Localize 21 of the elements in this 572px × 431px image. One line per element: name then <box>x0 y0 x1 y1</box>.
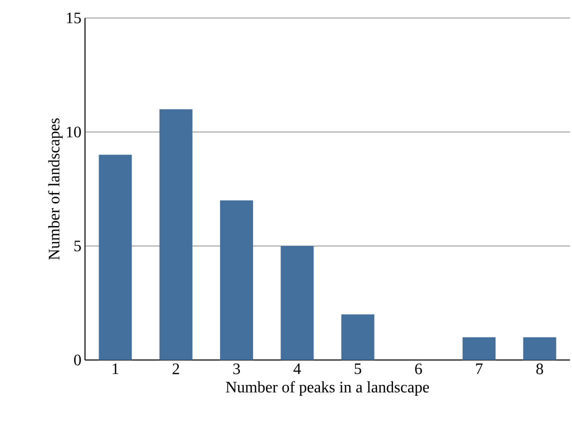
y-tick-label: 15 <box>66 12 81 24</box>
x-tick-label: 3 <box>233 364 240 374</box>
x-tick-label: 6 <box>415 364 422 374</box>
bar <box>341 314 374 360</box>
bar <box>280 246 314 360</box>
x-tick-label: 1 <box>112 364 118 374</box>
x-tick-label: 7 <box>476 364 483 374</box>
y-tick-label: 10 <box>66 126 81 138</box>
x-tick-label: 2 <box>172 364 180 374</box>
bar <box>159 109 192 360</box>
bar <box>220 200 254 360</box>
x-tick-label: 4 <box>294 364 301 374</box>
y-axis-title: Number of landscapes <box>48 118 63 260</box>
bar <box>523 337 556 360</box>
bar <box>462 337 496 360</box>
y-tick-label: 0 <box>74 354 81 366</box>
x-tick-label: 5 <box>354 364 362 374</box>
x-tick-label: 8 <box>536 364 544 374</box>
bar <box>98 154 132 360</box>
x-axis-title: Number of peaks in a landscape <box>226 381 429 396</box>
y-tick-label: 5 <box>74 240 81 252</box>
